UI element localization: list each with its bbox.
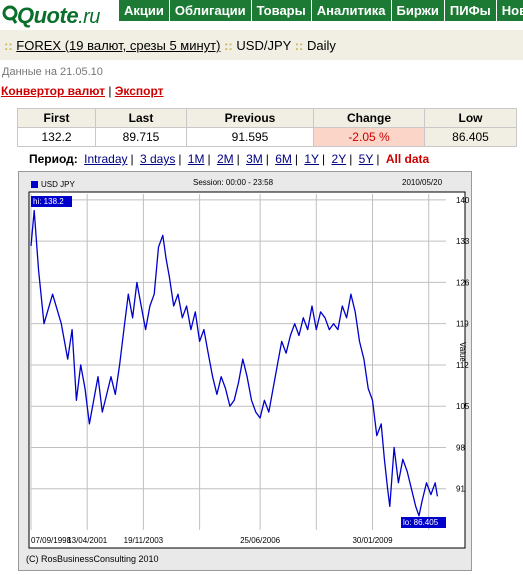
y-axis-label: Value bbox=[458, 342, 467, 362]
y-tick-label-3: 119 bbox=[456, 320, 469, 329]
x-tick-label-6: 30/01/2009 bbox=[352, 536, 393, 545]
y-tick-label-1: 133 bbox=[456, 237, 470, 246]
period-label: Период: bbox=[29, 152, 78, 166]
series-usd-jpy bbox=[30, 209, 439, 517]
y-tick-label-6: 98 bbox=[456, 443, 465, 452]
logo[interactable]: Quote.ru bbox=[0, 0, 118, 30]
x-tick-label-0: 07/09/1998 bbox=[31, 536, 72, 545]
chart-date: 2010/05/20 bbox=[402, 178, 443, 187]
breadcrumb-market-link[interactable]: FOREX (19 валют, срезы 5 минут) bbox=[16, 38, 221, 53]
logo-q-icon bbox=[2, 5, 18, 24]
nav-item-news[interactable]: Нов bbox=[495, 0, 523, 21]
quote-table-row: 132.2 89.715 91.595 -2.05 % 86.405 bbox=[17, 127, 517, 147]
value-first: 132.2 bbox=[17, 127, 96, 147]
period-2y[interactable]: 2Y bbox=[331, 152, 347, 166]
breadcrumb: :: FOREX (19 валют, срезы 5 минут) :: US… bbox=[4, 38, 336, 53]
value-previous: 91.595 bbox=[186, 127, 314, 147]
x-tick-label-4: 25/06/2006 bbox=[240, 536, 281, 545]
header-change: Change bbox=[313, 108, 425, 128]
period-6m[interactable]: 6M bbox=[275, 152, 292, 166]
converter-link[interactable]: Конвертор валют bbox=[1, 84, 106, 98]
copyright: (C) RosBusinessConsulting 2010 bbox=[26, 554, 159, 564]
y-axis-ticks: 140 133 126 119 112 105 98 91 bbox=[456, 196, 470, 494]
hi-label: hi: 138.2 bbox=[33, 197, 64, 206]
session-label: Session: 00:00 - 23:58 bbox=[193, 178, 274, 187]
legend-swatch bbox=[31, 181, 38, 188]
value-last: 89.715 bbox=[95, 127, 187, 147]
data-date: Данные на 21.05.10 bbox=[2, 66, 103, 78]
breadcrumb-pair: USD/JPY bbox=[236, 38, 292, 53]
y-tick-label-7: 91 bbox=[456, 485, 465, 494]
quote-table: First Last Previous Change Low 132.2 89.… bbox=[17, 108, 517, 147]
header-previous: Previous bbox=[186, 108, 314, 128]
period-3days[interactable]: 3 days bbox=[139, 152, 176, 166]
period-intraday[interactable]: Intraday bbox=[84, 152, 128, 166]
main-nav: Акции Облигации Товары Аналитика Биржи П… bbox=[118, 0, 523, 21]
export-link[interactable]: Экспорт bbox=[114, 84, 164, 98]
period-selector: Период: Intraday | 3 days | 1M | 2M | 3M | 6M… bbox=[29, 152, 430, 166]
logo-text: Quote.ru bbox=[17, 3, 100, 28]
header-last: Last bbox=[95, 108, 187, 128]
period-2m[interactable]: 2M bbox=[216, 152, 234, 166]
chart-panel: USD JPY Session: 00:00 - 23:58 2010/05/2… bbox=[18, 171, 472, 571]
y-tick-label-5: 105 bbox=[456, 402, 470, 411]
lo-label: lo: 86.405 bbox=[403, 518, 439, 527]
period-1y[interactable]: 1Y bbox=[304, 152, 320, 166]
chart-plot-frame bbox=[28, 191, 466, 549]
price-chart: USD JPY Session: 00:00 - 23:58 2010/05/2… bbox=[28, 178, 470, 549]
lo-marker bbox=[401, 517, 446, 528]
period-5y[interactable]: 5Y bbox=[358, 152, 374, 166]
breadcrumb-bar: :: FOREX (19 валют, срезы 5 минут) :: US… bbox=[0, 30, 523, 60]
legend-label: USD JPY bbox=[41, 180, 75, 189]
nav-item-analytics[interactable]: Аналитика bbox=[310, 0, 391, 21]
series-line-0 bbox=[30, 209, 439, 517]
nav-item-commodities[interactable]: Товары bbox=[250, 0, 311, 21]
y-tick-label-2: 126 bbox=[456, 278, 470, 287]
y-tick-label-4: 112 bbox=[456, 361, 469, 370]
nav-item-bonds[interactable]: Облигации bbox=[168, 0, 251, 21]
value-change: -2.05 % bbox=[313, 127, 425, 147]
x-tick-label-2: 19/11/2003 bbox=[124, 536, 164, 545]
nav-item-stocks[interactable]: Акции bbox=[118, 0, 169, 21]
nav-item-exchanges[interactable]: Биржи bbox=[390, 0, 444, 21]
chart-grid bbox=[30, 194, 446, 530]
period-1m[interactable]: 1M bbox=[187, 152, 205, 166]
header-first: First bbox=[17, 108, 96, 128]
hi-marker bbox=[31, 196, 72, 207]
breadcrumb-interval: Daily bbox=[306, 38, 336, 53]
nav-item-funds[interactable]: ПИФы bbox=[443, 0, 496, 21]
y-tick-label-0: 140 bbox=[456, 196, 470, 205]
period-3m[interactable]: 3M bbox=[246, 152, 263, 166]
x-tick-label-1: 13/04/2001 bbox=[67, 536, 108, 545]
period-all-data[interactable]: All data bbox=[385, 152, 430, 166]
tool-links: Конвертор валют | Экспорт bbox=[1, 84, 164, 98]
quote-table-header: First Last Previous Change Low bbox=[17, 108, 517, 128]
value-low: 86.405 bbox=[424, 127, 517, 147]
header-low: Low bbox=[424, 108, 517, 128]
top-bar: Quote.ru Акции Облигации Товары Аналитик… bbox=[0, 0, 523, 30]
